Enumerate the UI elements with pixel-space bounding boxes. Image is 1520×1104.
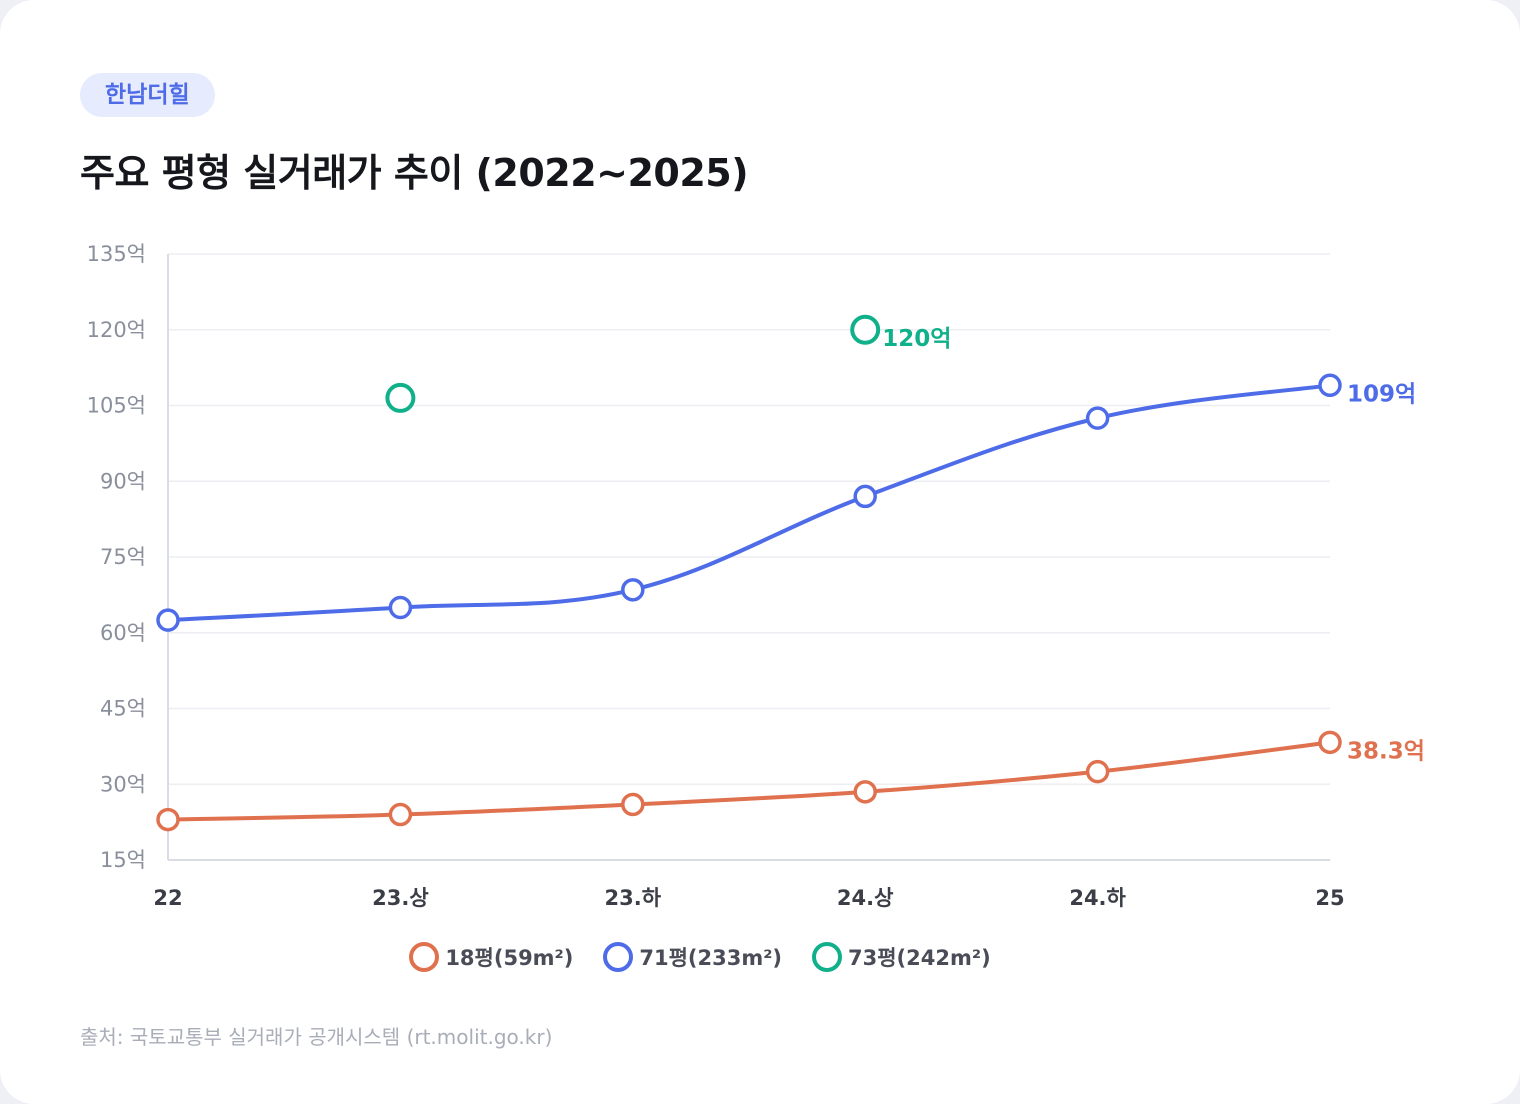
legend-label: 73평(242m²) [848,946,991,970]
legend-item: 18평(59m²) [409,942,573,972]
x-tick-label: 25 [1315,886,1344,910]
legend-swatch-icon [603,942,634,972]
x-tick-label: 24.상 [837,886,894,910]
y-tick-label: 15억 [100,848,146,872]
end-value-label: 120억 [882,326,951,352]
data-point [853,780,877,804]
series-layer [156,314,1342,832]
data-point [385,382,416,413]
y-tick-label: 75억 [100,545,146,569]
x-tick-label: 24.하 [1069,886,1126,910]
data-point [388,802,413,827]
data-point [853,484,877,509]
data-point [1318,730,1342,755]
chart-legend: 18평(59m²) 71평(233m²) 73평(242m²) [0,942,1400,972]
data-point [388,595,413,620]
page-title: 주요 평형 실거래가 추이 (2022~2025) [80,151,749,195]
data-point [1085,406,1110,430]
data-point [850,314,881,345]
data-point [621,578,645,602]
y-tick-label: 45억 [100,697,146,721]
data-point [156,807,180,832]
source-note: 출처: 국토교통부 실거래가 공개시스템 (rt.molit.go.kr) [80,1025,553,1049]
legend-label: 18평(59m²) [445,946,574,970]
legend-label: 71평(233m²) [639,946,783,970]
legend-swatch-icon [409,942,440,972]
series-1 [156,730,1342,832]
x-tick-label: 22 [153,886,182,910]
legend-swatch-icon [812,942,843,972]
series-line [166,740,1332,822]
y-tick-label: 120억 [87,318,146,342]
series-line [166,383,1332,623]
label-layer: 38.3억 109억 120억 [882,326,1425,765]
data-point [156,608,180,632]
y-tick-label: 105억 [87,394,146,418]
legend-item: 71평(233m²) [603,942,782,972]
data-point [621,792,645,817]
y-tick-label: 135억 [87,242,146,266]
legend-item: 73평(242m²) [812,942,991,972]
y-tick-label: 90억 [100,469,146,493]
data-point [1085,759,1110,784]
y-tick-label: 60억 [100,621,146,645]
axis-layer: 15억 30억 45억 60억 75억 90억 105억 120억 135억 22 23.상 23.하… [87,242,1345,910]
data-point [1318,373,1342,398]
end-value-label: 109억 [1347,381,1416,407]
x-tick-label: 23.하 [605,886,662,910]
end-value-label: 38.3억 [1347,738,1425,764]
x-tick-label: 23.상 [372,886,429,910]
series-3 [385,314,881,413]
grid-layer [168,253,1330,785]
complex-tag: 한남더힐 [80,73,215,117]
y-tick-label: 30억 [100,772,146,796]
series-2 [156,373,1342,632]
